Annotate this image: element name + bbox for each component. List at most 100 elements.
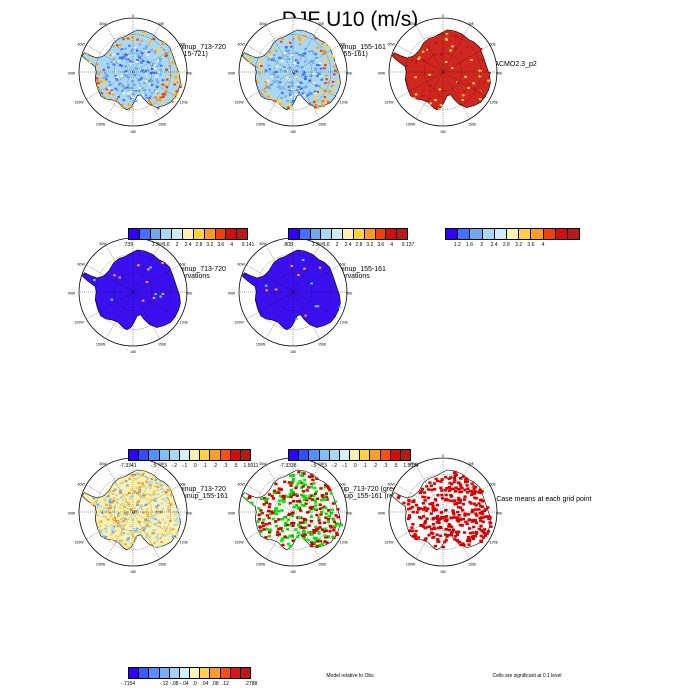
grid-cell	[414, 537, 418, 541]
grid-cell	[316, 75, 319, 78]
grid-cell	[167, 486, 171, 489]
grid-cell	[148, 61, 151, 64]
grid-cell	[412, 500, 416, 504]
grid-cell	[156, 485, 160, 488]
grid-cell	[158, 47, 162, 50]
grid-cell	[120, 496, 123, 499]
grid-cell	[148, 82, 151, 85]
grid-cell	[167, 501, 170, 504]
grid-cell	[450, 487, 455, 491]
grid-cell	[308, 102, 311, 105]
grid-cell	[259, 529, 263, 533]
grid-cell	[458, 540, 462, 544]
grid-cell	[265, 84, 268, 87]
colorbar-label: 1.6	[322, 242, 330, 248]
grid-cell	[295, 51, 298, 54]
grid-cell	[304, 483, 308, 487]
grid-cell	[136, 38, 139, 41]
grid-cell	[153, 485, 157, 488]
grid-cell	[297, 274, 300, 277]
grid-cell	[467, 518, 472, 521]
grid-cell	[473, 502, 477, 506]
grid-cell	[450, 66, 454, 69]
grid-cell	[118, 513, 122, 516]
grid-cell	[119, 56, 122, 59]
grid-cell	[313, 499, 317, 502]
grid-cell	[424, 509, 429, 512]
colorbar-label: 1.6	[466, 242, 474, 248]
grid-cell	[146, 482, 149, 485]
grid-cell	[123, 73, 127, 76]
grid-cell	[155, 78, 159, 81]
map-tick-label: 0	[442, 14, 444, 18]
grid-cell	[110, 89, 114, 92]
grid-cell	[422, 59, 426, 62]
grid-cell	[323, 89, 327, 92]
grid-cell	[159, 295, 162, 298]
colorbar-swatch	[446, 229, 459, 239]
grid-cell	[118, 506, 122, 509]
grid-cell	[161, 490, 165, 493]
grid-cell	[459, 543, 463, 547]
grid-cell	[413, 97, 416, 100]
colorbar-label: .3	[223, 463, 228, 469]
grid-cell	[474, 531, 479, 534]
grid-cell	[287, 101, 290, 104]
grid-cell	[321, 104, 324, 107]
field-cells	[246, 470, 343, 548]
map-tick-label: 180	[440, 130, 446, 134]
grid-cell	[169, 529, 172, 532]
map-tick-label: 150E	[318, 342, 327, 346]
grid-cell	[478, 511, 482, 515]
grid-cell	[145, 281, 149, 284]
grid-cell	[475, 514, 479, 517]
grid-cell	[439, 104, 443, 107]
grid-cell	[295, 318, 298, 321]
grid-cell	[177, 520, 180, 523]
map-tick-label: 120E	[340, 321, 349, 325]
grid-cell	[174, 93, 178, 96]
grid-cell	[120, 57, 124, 60]
grid-cell	[290, 84, 294, 87]
colorbar-swatch	[129, 668, 140, 678]
grid-cell	[326, 485, 330, 488]
panel-title: s2sLandSpinup_713-720- s2sLandSpinup_155…	[145, 486, 229, 500]
grid-cell	[314, 529, 318, 532]
grid-cell	[313, 492, 318, 496]
grid-cell	[282, 497, 286, 500]
grid-cell	[295, 88, 299, 91]
grid-cell	[248, 496, 252, 499]
grid-cell	[107, 54, 110, 57]
grid-cell	[445, 487, 449, 490]
grid-cell	[471, 518, 475, 522]
grid-cell	[320, 542, 324, 546]
grid-cell	[274, 288, 278, 291]
grid-cell	[151, 532, 154, 535]
grid-cell	[160, 502, 164, 505]
grid-cell	[327, 515, 331, 518]
grid-cell	[138, 531, 142, 534]
grid-cell	[115, 494, 118, 497]
grid-cell	[310, 92, 313, 95]
grid-cell	[333, 65, 336, 68]
grid-cell	[138, 472, 141, 475]
grid-cell	[147, 79, 151, 82]
latitude-circle	[273, 272, 313, 312]
colorbar-swatch	[240, 450, 251, 460]
grid-cell	[274, 512, 279, 516]
grid-cell	[309, 486, 313, 489]
grid-cell	[146, 477, 149, 480]
grid-cell	[474, 490, 478, 493]
grid-cell	[130, 542, 133, 545]
grid-cell	[453, 502, 457, 506]
colorbar-label: 1.5011	[243, 463, 259, 469]
grid-cell	[295, 500, 299, 503]
grid-cell	[332, 524, 336, 528]
grid-cell	[261, 73, 264, 76]
colorbar-swatch	[299, 450, 310, 460]
map-tick-label: 120E	[340, 541, 349, 545]
map-tick-label: 30W	[99, 462, 107, 466]
grid-cell	[303, 86, 307, 89]
grid-cell	[315, 513, 319, 517]
colorbar-swatch	[139, 668, 150, 678]
